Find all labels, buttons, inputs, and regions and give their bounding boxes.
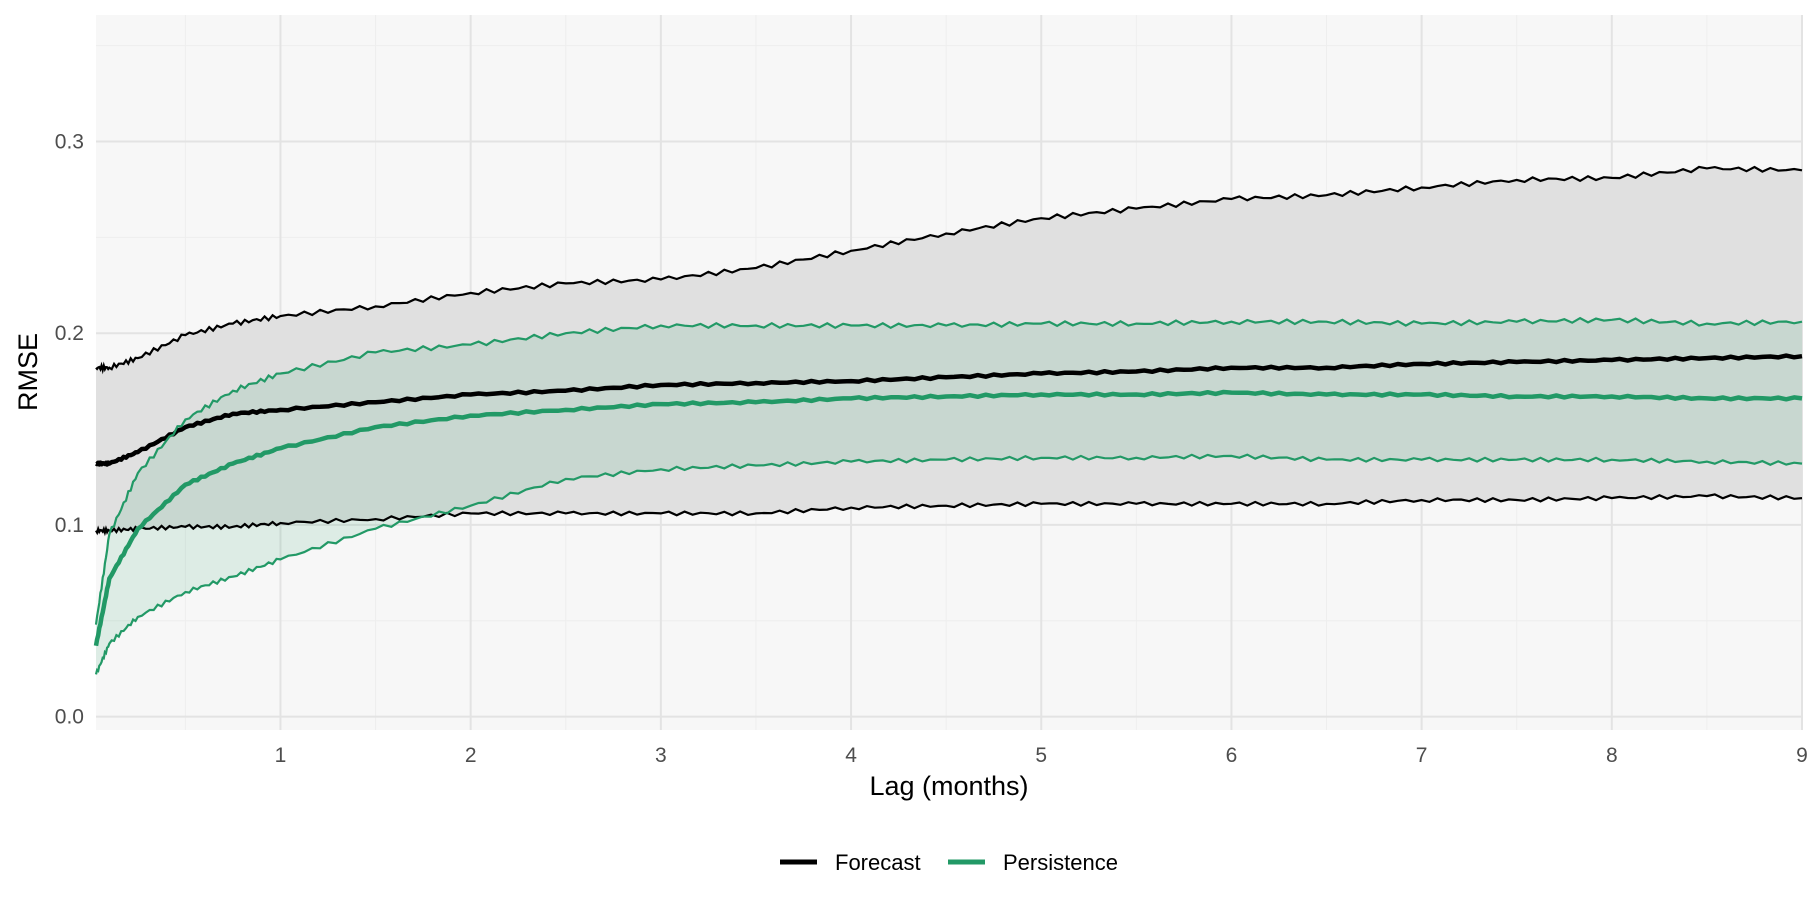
- x-tick-label: 4: [845, 744, 857, 767]
- y-tick-label: 0.3: [55, 131, 84, 154]
- series-lines: [93, 165, 1803, 675]
- x-tick-label: 9: [1796, 744, 1808, 767]
- legend-label-forecast: Forecast: [835, 850, 921, 875]
- band-forecast: [96, 166, 1802, 533]
- upper-line-forecast: [95, 165, 1803, 375]
- mean-line-persistence: [93, 389, 1803, 647]
- legend-label-persistence: Persistence: [1003, 850, 1118, 875]
- x-tick-label: 7: [1416, 744, 1428, 767]
- x-tick-label: 1: [275, 744, 287, 767]
- x-tick-label: 3: [655, 744, 667, 767]
- mean-line-forecast: [94, 353, 1803, 467]
- y-axis-ticks: 0.0 0.1 0.2 0.3: [55, 131, 84, 729]
- y-tick-label: 0.0: [55, 706, 84, 729]
- x-tick-label: 2: [465, 744, 477, 767]
- x-tick-label: 5: [1035, 744, 1047, 767]
- y-tick-label: 0.2: [55, 322, 84, 345]
- x-tick-label: 8: [1606, 744, 1618, 767]
- lower-line-forecast: [95, 493, 1803, 537]
- x-axis-title: Lag (months): [869, 771, 1028, 801]
- lower-line-persistence: [94, 453, 1803, 675]
- y-axis-title: RMSE: [13, 333, 43, 411]
- bands: [96, 166, 1802, 675]
- x-axis-ticks: 1 2 3 4 5 6 7 8 9: [275, 744, 1808, 767]
- band-persistence: [96, 318, 1802, 675]
- x-tick-label: 6: [1226, 744, 1238, 767]
- legend: Forecast Persistence: [780, 850, 1118, 875]
- y-tick-label: 0.1: [55, 514, 84, 537]
- upper-line-persistence: [94, 316, 1803, 625]
